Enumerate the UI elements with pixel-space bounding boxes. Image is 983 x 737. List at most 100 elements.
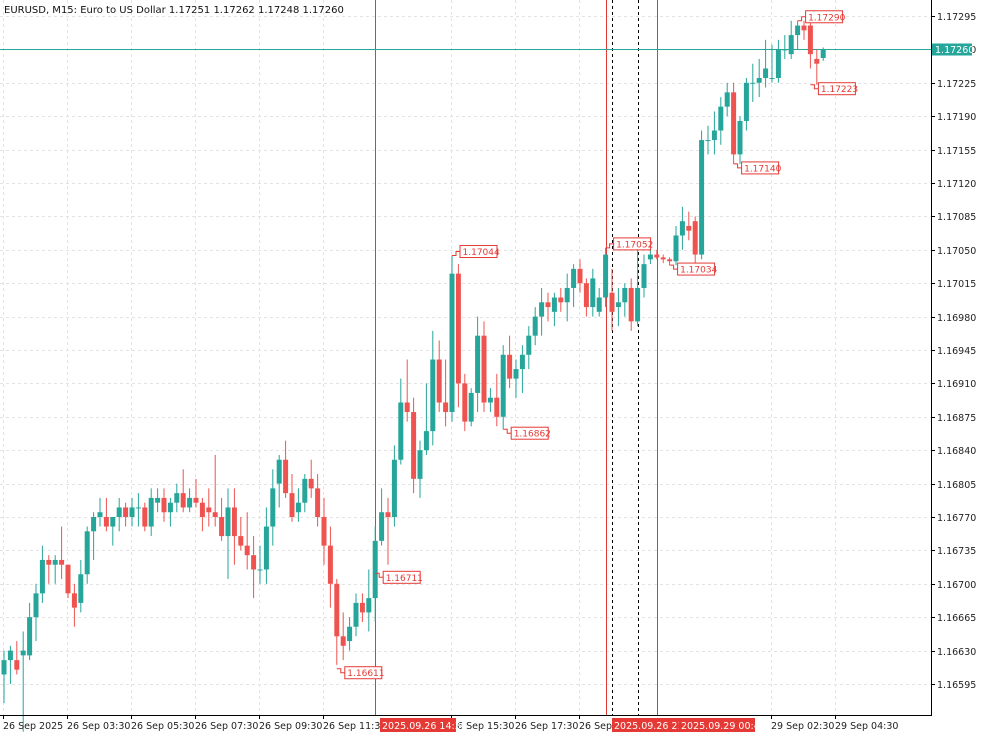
- candle[interactable]: [71, 583, 77, 627]
- candle[interactable]: [494, 373, 500, 427]
- candle[interactable]: [705, 125, 711, 155]
- candle[interactable]: [622, 283, 628, 317]
- candle[interactable]: [814, 49, 820, 85]
- candle[interactable]: [820, 47, 826, 61]
- candle[interactable]: [225, 488, 231, 580]
- candle[interactable]: [84, 526, 90, 584]
- candle[interactable]: [449, 255, 455, 422]
- candle[interactable]: [718, 97, 724, 145]
- candle[interactable]: [577, 259, 583, 293]
- candle[interactable]: [692, 216, 698, 265]
- candle[interactable]: [699, 130, 705, 260]
- candle[interactable]: [193, 478, 199, 508]
- candle[interactable]: [417, 440, 423, 498]
- candle[interactable]: [251, 536, 257, 599]
- candle[interactable]: [635, 249, 641, 327]
- candle[interactable]: [91, 512, 97, 560]
- candle[interactable]: [14, 641, 20, 675]
- candle[interactable]: [443, 359, 449, 427]
- candle[interactable]: [519, 345, 525, 393]
- candle[interactable]: [801, 20, 807, 40]
- candle[interactable]: [391, 445, 397, 527]
- price-marker[interactable]: 1.17044: [452, 245, 500, 259]
- candle[interactable]: [603, 247, 609, 308]
- price-marker[interactable]: 1.17223: [810, 82, 858, 96]
- price-marker[interactable]: 1.16611: [336, 666, 385, 680]
- candle[interactable]: [475, 316, 481, 413]
- candle[interactable]: [187, 488, 193, 513]
- candle[interactable]: [558, 287, 564, 312]
- candle[interactable]: [436, 340, 442, 413]
- candle[interactable]: [737, 116, 743, 164]
- candle[interactable]: [302, 474, 308, 513]
- candle[interactable]: [769, 44, 775, 83]
- candle[interactable]: [596, 287, 602, 317]
- candle[interactable]: [539, 287, 545, 336]
- candle[interactable]: [129, 497, 135, 527]
- candle[interactable]: [615, 287, 621, 327]
- candle[interactable]: [750, 63, 756, 102]
- candle[interactable]: [545, 292, 551, 322]
- candle[interactable]: [110, 517, 116, 546]
- candle[interactable]: [763, 39, 769, 88]
- candle[interactable]: [532, 307, 538, 346]
- candle[interactable]: [123, 502, 129, 527]
- candle[interactable]: [27, 602, 33, 661]
- candle[interactable]: [238, 517, 244, 551]
- candle[interactable]: [52, 555, 58, 584]
- candle[interactable]: [660, 254, 666, 264]
- candle[interactable]: [673, 225, 679, 266]
- candle[interactable]: [654, 249, 660, 260]
- candle[interactable]: [334, 579, 340, 665]
- candle[interactable]: [308, 459, 314, 498]
- candle[interactable]: [347, 617, 353, 651]
- candle[interactable]: [667, 257, 673, 266]
- candle[interactable]: [199, 497, 205, 532]
- candle[interactable]: [212, 454, 218, 527]
- candle[interactable]: [430, 330, 436, 446]
- candle[interactable]: [206, 488, 212, 527]
- candle[interactable]: [359, 593, 365, 622]
- candle[interactable]: [404, 359, 410, 422]
- candle[interactable]: [1, 650, 7, 704]
- candle[interactable]: [59, 526, 65, 580]
- candle[interactable]: [788, 20, 794, 59]
- candle[interactable]: [782, 35, 788, 59]
- candle[interactable]: [590, 268, 596, 317]
- candle[interactable]: [180, 469, 186, 513]
- candle[interactable]: [507, 335, 513, 389]
- candle[interactable]: [423, 383, 429, 455]
- candle[interactable]: [97, 497, 103, 527]
- candle[interactable]: [795, 20, 801, 50]
- candle[interactable]: [513, 359, 519, 398]
- candle[interactable]: [315, 474, 321, 527]
- candle[interactable]: [398, 378, 404, 465]
- candle[interactable]: [142, 502, 148, 532]
- candle[interactable]: [724, 82, 730, 117]
- candle[interactable]: [7, 645, 13, 684]
- candle[interactable]: [462, 373, 468, 432]
- candle[interactable]: [411, 397, 417, 494]
- price-marker[interactable]: 1.17290: [797, 10, 846, 24]
- price-marker[interactable]: 1.17034: [669, 262, 718, 276]
- candle[interactable]: [155, 488, 161, 513]
- candle[interactable]: [455, 264, 461, 408]
- candle[interactable]: [583, 278, 589, 317]
- candle[interactable]: [135, 493, 141, 527]
- candle[interactable]: [647, 249, 653, 265]
- candle[interactable]: [161, 488, 167, 522]
- candle[interactable]: [686, 211, 692, 241]
- candle[interactable]: [263, 507, 269, 584]
- candle[interactable]: [231, 488, 237, 565]
- candle[interactable]: [78, 559, 84, 613]
- candle[interactable]: [468, 388, 474, 427]
- candle[interactable]: [756, 58, 762, 98]
- candle[interactable]: [628, 278, 634, 331]
- candle[interactable]: [167, 497, 173, 527]
- candle[interactable]: [385, 497, 391, 565]
- candle[interactable]: [257, 545, 263, 584]
- candle[interactable]: [283, 440, 289, 498]
- candle[interactable]: [807, 20, 813, 69]
